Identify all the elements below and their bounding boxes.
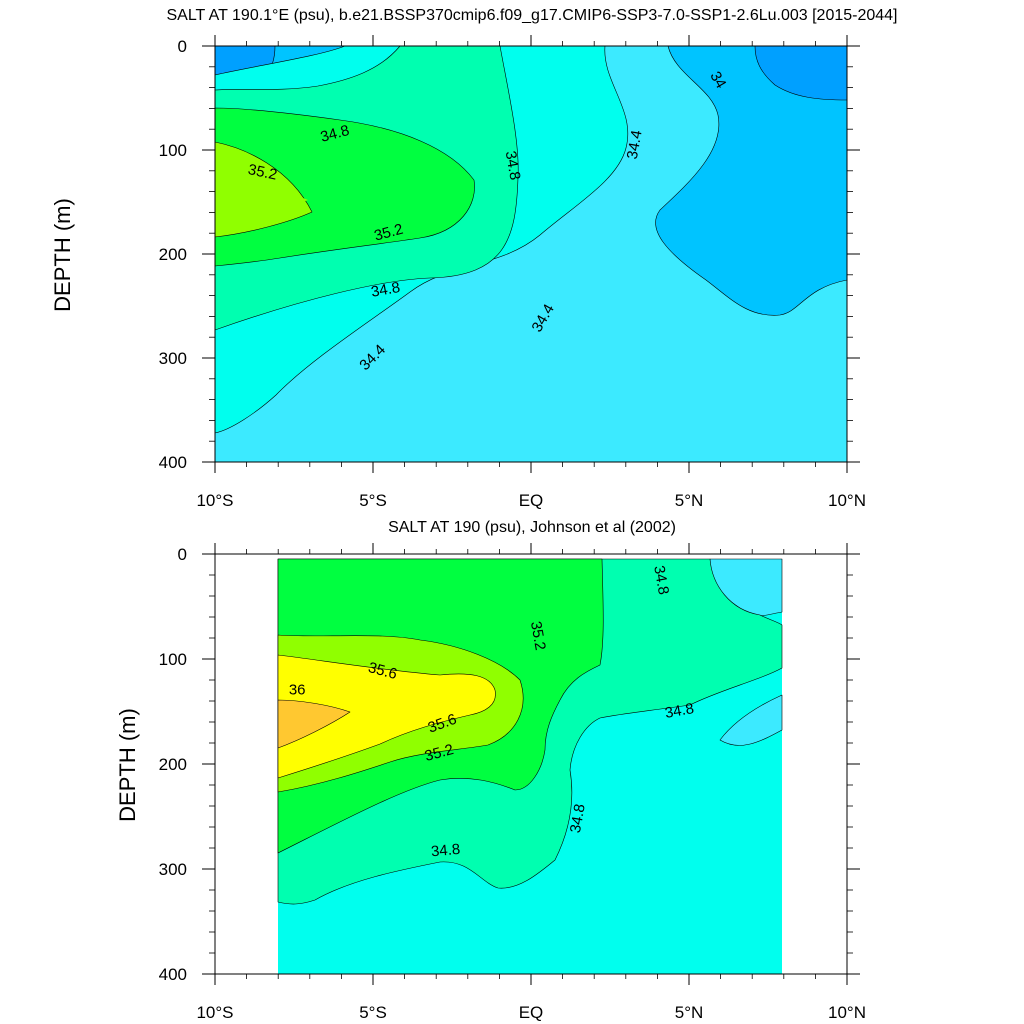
x-tick-label: 10°N: [828, 1003, 866, 1022]
obs-axes: 10°S 5°S EQ 5°N 10°N 0 100 200 300 400: [159, 543, 866, 1022]
model-fill-354: [214, 107, 475, 267]
y-tick-label: 400: [159, 453, 187, 472]
model-fill-362: [215, 168, 308, 228]
contour-label: 34.8: [319, 122, 352, 146]
y-tick-label: 300: [159, 349, 187, 368]
contour-label: 34: [706, 69, 729, 92]
y-tick-label: 0: [178, 37, 187, 56]
y-tick-label: 100: [159, 141, 187, 160]
contour-label: 35.2: [527, 620, 549, 652]
y-tick-label: 200: [159, 755, 187, 774]
obs-ylabel: DEPTH (m): [115, 708, 140, 822]
y-tick-label: 400: [159, 965, 187, 984]
contour-label: 35.2: [372, 221, 405, 245]
model-fill-east-freshest: [754, 45, 848, 101]
obs-fill-362: [277, 654, 496, 779]
x-tick-label: EQ: [519, 491, 544, 510]
x-tick-label: 10°N: [828, 491, 866, 510]
obs-title: SALT AT 190 (psu), Johnson et al (2002): [388, 519, 676, 536]
y-tick-label: 200: [159, 245, 187, 264]
obs-contour-field: [214, 553, 848, 975]
obs-fill-366: [277, 699, 351, 749]
contour-label: 34.4: [624, 129, 646, 161]
y-tick-label: 100: [159, 650, 187, 669]
model-title: SALT AT 190.1°E (psu), b.e21.BSSP370cmip…: [167, 7, 898, 24]
y-tick-label: 300: [159, 860, 187, 879]
contour-label: 34.8: [502, 150, 524, 182]
x-tick-label: 5°N: [675, 491, 704, 510]
y-tick-label: 0: [178, 545, 187, 564]
contour-label: 35.2: [423, 741, 456, 765]
contour-label: 34.8: [567, 803, 589, 835]
model-contour-field: [214, 45, 848, 463]
contour-label: 34.8: [664, 700, 696, 722]
x-tick-label: 5°N: [675, 1003, 704, 1022]
obs-panel: SALT AT 190 (psu), Johnson et al (2002) …: [115, 519, 866, 1022]
contour-label: 35.6: [366, 659, 399, 683]
model-panel: SALT AT 190.1°E (psu), b.e21.BSSP370cmip…: [50, 7, 898, 510]
x-tick-label: 5°S: [359, 491, 387, 510]
contour-label: 36: [289, 681, 306, 698]
contour-label: 34.8: [370, 279, 402, 301]
model-fill-east-fresh: [655, 45, 848, 316]
x-tick-label: 5°S: [359, 1003, 387, 1022]
x-tick-label: EQ: [519, 1003, 544, 1022]
obs-fill-east-fresh-2: [719, 694, 783, 746]
contour-label: 35.2: [246, 161, 278, 184]
model-ylabel: DEPTH (m): [50, 198, 75, 312]
contour-label: 34.8: [650, 564, 672, 596]
x-tick-label: 10°S: [196, 1003, 233, 1022]
x-tick-label: 10°S: [196, 491, 233, 510]
contour-label: 34.8: [430, 841, 461, 860]
model-axes: 10°S 5°S EQ 5°N 10°N 0 100 200 300 400: [159, 35, 866, 510]
